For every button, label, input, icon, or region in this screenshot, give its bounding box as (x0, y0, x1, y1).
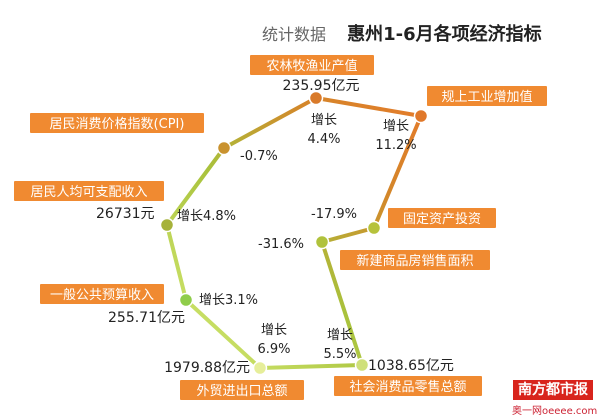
indicator-name-2: 固定资产投资 (403, 211, 481, 227)
indicator-path-line (165, 96, 423, 370)
indicator-tag-1 (427, 86, 547, 106)
indicator-node-2 (366, 220, 382, 236)
indicator-growth-3: -31.6% (258, 237, 304, 252)
indicator-node-8 (216, 140, 232, 156)
indicator-name-6: 一般公共预算收入 (50, 287, 154, 303)
indicator-growth-value-4: 5.5% (323, 347, 356, 362)
indicator-tag-5 (180, 380, 304, 400)
indicator-growth-8: -0.7% (240, 149, 278, 164)
indicator-tag-8 (30, 113, 204, 133)
indicator-tag-2 (388, 208, 496, 228)
indicator-growth-value-0: 4.4% (307, 132, 340, 147)
indicator-value-7: 26731元 (96, 206, 155, 222)
indicator-tag-7 (14, 181, 164, 201)
website-text: 奥一网oeeee.com (512, 406, 598, 417)
indicator-value-0: 235.95亿元 (283, 78, 360, 94)
indicator-node-4 (354, 357, 370, 373)
indicator-name-1: 规上工业增加值 (441, 89, 532, 105)
indicator-tag-3 (340, 250, 490, 270)
indicator-tag-4 (334, 376, 482, 396)
indicator-value-5: 1979.88亿元 (164, 360, 250, 376)
indicator-name-4: 社会消费品零售总额 (349, 379, 466, 395)
header-subtitle: 统计数据 (262, 25, 327, 44)
header: 统计数据 惠州1-6月各项经济指标 (262, 20, 542, 46)
indicator-tag-0 (250, 55, 374, 75)
newspaper-logo: 南方都市报 (513, 380, 593, 400)
indicator-growth-label-4: 增长 (327, 328, 353, 343)
indicator-name-3: 新建商品房销售面积 (356, 253, 473, 269)
indicator-name-8: 居民消费价格指数(CPI) (50, 116, 185, 132)
indicator-value-6: 255.71亿元 (108, 310, 185, 326)
indicator-name-7: 居民人均可支配收入 (30, 185, 147, 200)
indicator-growth-value-1: 11.2% (375, 138, 416, 153)
indicator-name-5: 外贸进出口总额 (196, 384, 287, 399)
indicator-growth-label-0: 增长 (311, 113, 337, 128)
indicator-node-1 (413, 108, 429, 124)
indicator-tag-6 (40, 284, 164, 304)
indicator-value-4: 1038.65亿元 (368, 358, 454, 374)
indicator-growth-label-5: 增长 (261, 323, 287, 338)
indicator-growth-7: 增长4.8% (177, 209, 236, 224)
indicator-node-3 (314, 234, 330, 250)
header-title: 惠州1-6月各项经济指标 (347, 24, 542, 45)
indicator-node-5 (252, 360, 268, 376)
indicator-growth-value-5: 6.9% (257, 342, 290, 357)
indicator-growth-2: -17.9% (311, 207, 357, 222)
indicator-growth-6: 增长3.1% (199, 293, 258, 308)
indicator-name-0: 农林牧渔业产值 (266, 58, 357, 74)
indicator-node-6 (178, 292, 194, 308)
indicator-node-0 (308, 90, 324, 106)
indicator-node-7 (159, 217, 175, 233)
indicator-growth-label-1: 增长 (383, 119, 409, 134)
